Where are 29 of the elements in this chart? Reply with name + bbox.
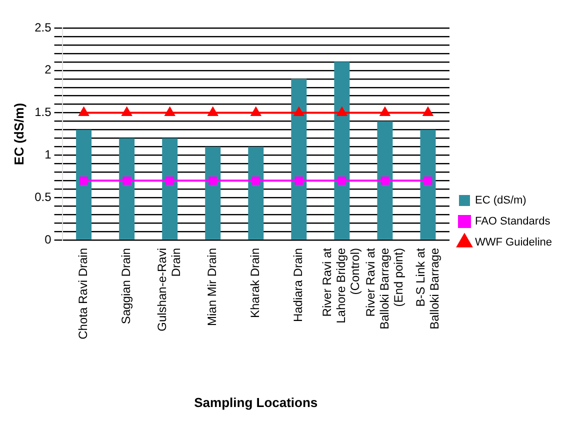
legend-label: WWF Guideline: [474, 236, 552, 249]
y-tick-label: 2: [44, 62, 52, 77]
bar: [76, 130, 92, 240]
bar: [420, 130, 436, 240]
y-tick-label: 0.5: [34, 190, 52, 204]
y-tick-label: 1: [44, 148, 52, 162]
y-axis-title: EC (dS/m): [11, 102, 26, 166]
legend-label: FAO Standards: [474, 216, 551, 228]
x-tick-label: Chota Ravi Drain: [76, 248, 90, 340]
bar: [248, 146, 264, 240]
x-tick-label: Hadiara Drain: [291, 248, 306, 322]
bar: [334, 62, 350, 240]
y-tick-label: 1.5: [34, 105, 52, 120]
x-tick-label: River Ravi at Lahore Bridge (Control): [320, 247, 362, 324]
x-tick-label: Saggian Drain: [119, 248, 134, 324]
y-tick-label: 2.5: [34, 20, 52, 34]
x-tick-label: B-S Link at Balloki Barrage: [413, 247, 442, 330]
y-tick-label: 0: [44, 232, 52, 246]
x-tick-label: Gulshan-e-Ravi Drain: [155, 248, 184, 332]
bar: [162, 138, 178, 240]
bar: [291, 78, 307, 240]
bar: [119, 138, 135, 240]
x-axis-title: Sampling Locations: [194, 394, 318, 410]
bar: [205, 146, 221, 240]
bar: [377, 121, 393, 240]
x-tick-label: River Ravi at Balloki Barrage (End point): [363, 247, 406, 330]
legend-label: EC (dS/m): [474, 194, 526, 207]
x-tick-label: Kharak Drain: [248, 248, 262, 318]
x-tick-label: Mian Mir Drain: [205, 248, 220, 326]
